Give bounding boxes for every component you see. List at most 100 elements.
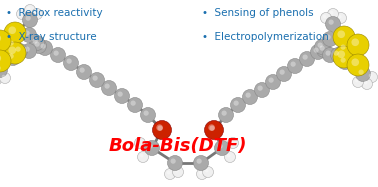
Circle shape bbox=[17, 8, 28, 19]
Circle shape bbox=[338, 54, 353, 70]
Circle shape bbox=[12, 44, 28, 59]
Circle shape bbox=[234, 100, 239, 106]
Circle shape bbox=[316, 42, 332, 57]
Text: •  Redox reactivity: • Redox reactivity bbox=[6, 8, 102, 18]
Circle shape bbox=[265, 74, 280, 90]
Circle shape bbox=[0, 74, 2, 85]
Circle shape bbox=[23, 13, 37, 27]
Circle shape bbox=[22, 44, 37, 59]
Circle shape bbox=[34, 11, 37, 15]
Circle shape bbox=[330, 47, 345, 62]
Circle shape bbox=[205, 169, 209, 173]
Circle shape bbox=[22, 27, 37, 42]
Circle shape bbox=[310, 45, 325, 59]
Circle shape bbox=[0, 34, 1, 42]
Circle shape bbox=[321, 13, 332, 24]
Circle shape bbox=[245, 93, 251, 98]
Circle shape bbox=[54, 50, 59, 56]
Circle shape bbox=[369, 74, 373, 78]
Circle shape bbox=[140, 154, 144, 158]
Circle shape bbox=[268, 77, 274, 83]
Circle shape bbox=[243, 90, 257, 105]
Circle shape bbox=[104, 84, 110, 89]
Circle shape bbox=[336, 13, 347, 24]
Circle shape bbox=[313, 47, 319, 53]
Circle shape bbox=[37, 41, 53, 56]
Circle shape bbox=[228, 137, 239, 148]
Circle shape bbox=[199, 171, 203, 174]
Circle shape bbox=[276, 67, 291, 82]
Circle shape bbox=[327, 8, 339, 19]
Circle shape bbox=[328, 19, 334, 25]
Circle shape bbox=[330, 11, 333, 15]
Circle shape bbox=[364, 81, 367, 85]
Circle shape bbox=[51, 47, 65, 62]
Circle shape bbox=[217, 143, 223, 149]
Circle shape bbox=[352, 38, 359, 46]
Circle shape bbox=[206, 122, 222, 137]
Circle shape bbox=[231, 97, 245, 113]
Circle shape bbox=[27, 7, 31, 10]
Circle shape bbox=[19, 11, 23, 15]
Circle shape bbox=[144, 111, 149, 116]
Circle shape bbox=[25, 16, 31, 21]
Circle shape bbox=[4, 42, 26, 64]
Circle shape bbox=[144, 140, 160, 156]
Circle shape bbox=[4, 22, 26, 44]
Circle shape bbox=[325, 16, 341, 31]
Circle shape bbox=[341, 57, 346, 63]
Circle shape bbox=[29, 36, 45, 50]
Circle shape bbox=[197, 159, 202, 164]
Circle shape bbox=[209, 125, 215, 131]
Circle shape bbox=[152, 120, 172, 140]
Circle shape bbox=[118, 91, 123, 97]
Circle shape bbox=[170, 159, 176, 164]
Circle shape bbox=[135, 137, 146, 148]
Circle shape bbox=[8, 53, 14, 59]
Circle shape bbox=[227, 154, 231, 158]
Circle shape bbox=[147, 143, 153, 149]
Circle shape bbox=[338, 15, 342, 19]
Circle shape bbox=[355, 79, 359, 82]
Circle shape bbox=[367, 71, 378, 82]
Circle shape bbox=[0, 65, 1, 71]
Circle shape bbox=[347, 34, 369, 56]
Circle shape bbox=[0, 62, 8, 77]
Circle shape bbox=[130, 100, 136, 106]
Circle shape bbox=[279, 70, 285, 75]
Circle shape bbox=[167, 156, 183, 171]
Circle shape bbox=[325, 50, 331, 56]
Circle shape bbox=[0, 30, 11, 52]
Circle shape bbox=[0, 73, 11, 84]
Circle shape bbox=[8, 26, 16, 34]
Circle shape bbox=[64, 56, 79, 70]
Circle shape bbox=[172, 166, 183, 177]
Text: •  Electropolymerization: • Electropolymerization bbox=[202, 32, 329, 42]
Circle shape bbox=[208, 124, 215, 131]
Circle shape bbox=[175, 169, 178, 173]
Circle shape bbox=[333, 26, 355, 48]
Circle shape bbox=[325, 34, 331, 40]
Circle shape bbox=[0, 54, 1, 62]
Circle shape bbox=[8, 46, 16, 54]
Circle shape bbox=[299, 51, 314, 67]
Circle shape bbox=[156, 124, 163, 131]
Circle shape bbox=[137, 140, 141, 144]
Circle shape bbox=[214, 140, 229, 156]
Circle shape bbox=[322, 31, 338, 47]
Circle shape bbox=[6, 50, 20, 65]
Circle shape bbox=[288, 59, 302, 73]
Circle shape bbox=[338, 50, 345, 58]
Circle shape bbox=[0, 50, 11, 72]
Circle shape bbox=[138, 151, 149, 163]
Circle shape bbox=[76, 65, 91, 79]
Circle shape bbox=[31, 39, 46, 53]
Circle shape bbox=[167, 171, 170, 174]
Circle shape bbox=[40, 44, 46, 49]
Circle shape bbox=[25, 4, 36, 16]
Circle shape bbox=[319, 45, 325, 51]
Circle shape bbox=[355, 67, 370, 82]
Circle shape bbox=[323, 15, 327, 19]
Circle shape bbox=[67, 59, 72, 64]
Circle shape bbox=[302, 54, 308, 60]
